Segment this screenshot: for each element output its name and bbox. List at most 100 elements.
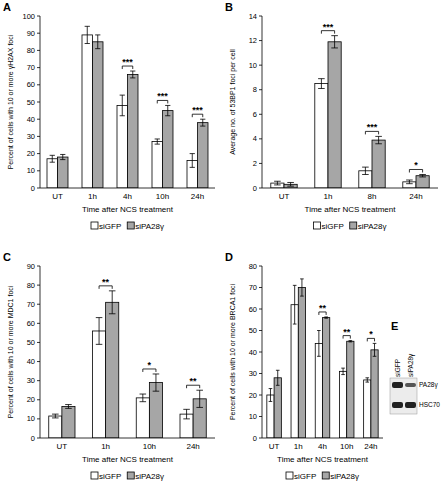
y-tick-label: 10 xyxy=(249,61,257,70)
legend-label: siPA28γ xyxy=(135,222,164,231)
y-tick-label: 0 xyxy=(253,434,257,443)
bar xyxy=(347,341,354,438)
bar xyxy=(49,416,62,438)
x-tick-label: 10h xyxy=(156,192,169,201)
y-tick xyxy=(37,361,40,362)
y-tick xyxy=(259,330,262,331)
error-bar xyxy=(52,414,59,418)
figure: APercent of cells with 10 or more γH2AX … xyxy=(0,0,445,500)
legend-swatch xyxy=(91,472,98,479)
y-tick-label: 40 xyxy=(249,348,257,357)
y-tick-label: 2 xyxy=(253,159,257,168)
error-bar xyxy=(60,154,65,159)
y-tick xyxy=(259,287,262,288)
y-tick xyxy=(37,33,40,34)
error-bar xyxy=(317,331,321,357)
band-label: HSC70 xyxy=(419,401,440,408)
blot-band xyxy=(405,383,416,387)
legend-swatch xyxy=(127,222,134,229)
significance-label: *** xyxy=(157,91,168,101)
panel-label: E xyxy=(391,320,398,332)
error-bar xyxy=(200,119,205,126)
error-bar xyxy=(406,180,413,184)
bar xyxy=(82,35,93,188)
y-tick-label: 80 xyxy=(27,281,35,290)
plot-marks xyxy=(49,291,207,438)
error-bar xyxy=(109,291,116,314)
bar xyxy=(198,123,209,188)
error-bar xyxy=(274,181,281,185)
y-tick xyxy=(37,67,40,68)
bar xyxy=(47,159,58,188)
y-tick-label: 30 xyxy=(27,376,35,385)
error-bar xyxy=(349,341,353,342)
x-axis-label: Time after NCS treatment xyxy=(82,205,174,214)
plot-marks xyxy=(47,26,208,188)
y-tick-label: 50 xyxy=(27,338,35,347)
y-tick xyxy=(259,266,262,267)
blot-band xyxy=(405,402,416,408)
x-tick-label: 24h xyxy=(186,442,199,451)
y-tick-label: 50 xyxy=(27,98,35,107)
panel-label: D xyxy=(225,251,233,263)
y-tick xyxy=(37,153,40,154)
bar xyxy=(315,343,322,438)
bar xyxy=(106,302,119,438)
panel: DPercent of cells with 10 or more BRCA1 … xyxy=(225,251,383,481)
error-bar xyxy=(183,409,190,419)
bar xyxy=(117,105,128,188)
y-tick-label: 40 xyxy=(27,357,35,366)
bar xyxy=(323,318,330,438)
error-bar xyxy=(96,318,103,345)
error-bar xyxy=(196,390,203,407)
bar xyxy=(416,176,429,188)
y-tick-label: 30 xyxy=(27,132,35,141)
y-tick-label: 20 xyxy=(249,391,257,400)
legend: siGFPsiPA28γ xyxy=(91,472,164,481)
error-bar xyxy=(341,368,345,374)
bar xyxy=(328,42,341,188)
panel: CPercent of cells with 10 or more MDC1 f… xyxy=(3,251,215,481)
significance-label: ** xyxy=(102,277,110,287)
bar xyxy=(291,305,298,438)
plot-marks xyxy=(271,36,429,188)
x-tick-label: UT xyxy=(279,192,290,201)
legend-label: siGFP xyxy=(99,222,121,231)
legend-swatch xyxy=(286,472,293,479)
y-tick-label: 60 xyxy=(27,80,35,89)
y-tick xyxy=(259,309,262,310)
y-tick-label: 70 xyxy=(27,300,35,309)
bar xyxy=(339,371,346,438)
y-tick xyxy=(259,163,262,164)
error-bar xyxy=(50,155,55,162)
x-axis-label: Time after NCS treatment xyxy=(82,455,174,464)
significance-label: *** xyxy=(323,22,334,32)
y-tick xyxy=(37,418,40,419)
significance-label: * xyxy=(369,329,373,339)
bar xyxy=(128,74,139,188)
y-tick-label: 70 xyxy=(27,63,35,72)
y-tick xyxy=(37,102,40,103)
bar xyxy=(274,378,281,438)
significance-label: * xyxy=(148,360,152,370)
panel-label: B xyxy=(225,1,233,13)
y-tick xyxy=(37,323,40,324)
legend-swatch xyxy=(127,472,134,479)
x-tick-label: UT xyxy=(57,442,68,451)
y-tick-label: 90 xyxy=(27,29,35,38)
error-bar xyxy=(373,343,377,356)
error-bar xyxy=(95,35,100,49)
y-tick xyxy=(259,89,262,90)
blot-membrane xyxy=(390,378,417,414)
y-tick-label: 12 xyxy=(249,36,257,45)
panel: BAverage no. of 53BP1 foci per cell02468… xyxy=(225,1,438,231)
y-tick xyxy=(37,84,40,85)
y-tick-label: 8 xyxy=(253,85,257,94)
y-tick xyxy=(259,438,262,439)
bar xyxy=(62,406,75,438)
page: {"chart_data": [ {"type": "bar", "title"… xyxy=(0,0,445,500)
bar xyxy=(364,380,371,438)
y-tick-label: 90 xyxy=(27,262,35,271)
y-tick xyxy=(259,16,262,17)
y-tick xyxy=(259,416,262,417)
